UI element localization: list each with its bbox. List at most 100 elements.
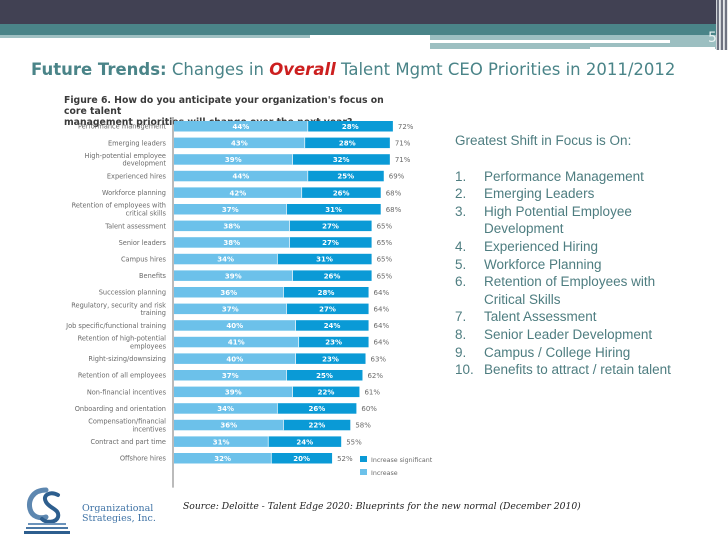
bar-total-label: 62% xyxy=(367,372,383,380)
bar-total-label: 64% xyxy=(374,339,390,347)
bar-total-label: 55% xyxy=(346,438,362,446)
bar-increase-significant xyxy=(307,121,393,132)
bar-label-increase-significant: 28% xyxy=(318,289,335,297)
greatest-shift-item: 4. Experienced Hiring xyxy=(455,238,699,256)
category-label: Experienced hires xyxy=(107,172,167,180)
bar-increase-significant xyxy=(289,220,372,232)
bar-increase xyxy=(174,270,293,281)
greatest-shift-item: 8. Senior Leader Development xyxy=(455,326,699,344)
greatest-shift-list: 1. Performance Management 2. Emerging Leade… xyxy=(455,168,699,379)
bar-label-increase-significant: 28% xyxy=(342,123,359,131)
category-label: Performance management xyxy=(78,123,166,131)
item-number: 5. xyxy=(455,256,467,272)
company-name-line1: Organizational xyxy=(82,503,154,514)
category-label: Right-sizing/downsizing xyxy=(88,355,166,363)
item-number: 9. xyxy=(455,344,467,360)
bar-label-increase: 41% xyxy=(228,339,245,347)
bar-label-increase-significant: 32% xyxy=(333,156,350,164)
item-number: 10. xyxy=(455,362,474,378)
bar-label-increase-significant: 22% xyxy=(318,388,335,396)
bar-label-increase: 44% xyxy=(232,173,249,181)
item-text: Campus / College Hiring xyxy=(484,344,631,360)
greatest-shift-item: 3. High Potential Employee Development xyxy=(455,203,699,238)
bar-label-increase: 42% xyxy=(229,189,246,197)
bar-total-label: 64% xyxy=(374,305,390,313)
category-label: Talent assessment xyxy=(104,222,166,230)
bar-increase-significant xyxy=(292,386,360,398)
bar-total-label: 60% xyxy=(361,405,377,413)
title-prefix: Future Trends: xyxy=(31,60,167,79)
bar-increase xyxy=(174,220,290,232)
legend-swatch-increase xyxy=(360,469,367,475)
title-part2: Talent Mgmt CEO Priorities in 2011/2012 xyxy=(335,60,676,79)
bar-total-label: 71% xyxy=(395,139,411,147)
bar-label-increase: 44% xyxy=(232,123,249,131)
bar-label-increase: 38% xyxy=(223,222,240,230)
greatest-shift-item: 10. Benefits to attract / retain talent xyxy=(455,361,699,379)
bar-increase-significant xyxy=(292,154,390,165)
bar-total-label: 65% xyxy=(377,222,393,230)
bar-label-increase-significant: 24% xyxy=(296,438,313,446)
slide-header-bar xyxy=(0,0,728,24)
bar-label-increase: 43% xyxy=(231,139,248,147)
bar-increase xyxy=(174,154,293,165)
bar-increase-significant xyxy=(307,170,384,182)
bar-total-label: 68% xyxy=(386,206,402,214)
item-number: 1. xyxy=(455,168,467,184)
bar-label-increase: 32% xyxy=(214,455,231,463)
bar-increase xyxy=(174,386,293,398)
bar-increase-significant xyxy=(298,336,369,348)
company-name-line2: Strategies, Inc. xyxy=(82,512,156,524)
item-text: Experienced Hiring xyxy=(484,238,599,254)
category-label: Senior leaders xyxy=(119,239,167,247)
bar-label-increase: 37% xyxy=(222,372,239,380)
category-label: Retention of high-potential employees xyxy=(78,334,167,350)
item-number: 4. xyxy=(455,238,467,254)
bar-increase xyxy=(174,287,284,298)
bar-label-increase-significant: 28% xyxy=(339,139,356,147)
bar-label-increase-significant: 26% xyxy=(324,272,341,280)
bar-label-increase-significant: 23% xyxy=(325,339,342,347)
bar-increase-significant xyxy=(277,253,372,265)
greatest-shift-item: 7. Talent Assessment xyxy=(455,308,699,326)
bar-label-increase: 39% xyxy=(225,156,242,164)
bar-total-label: 52% xyxy=(337,455,353,463)
bar-increase-significant xyxy=(295,353,366,364)
bar-total-label: 65% xyxy=(377,256,393,264)
item-text: Benefits to attract / retain talent xyxy=(484,362,671,378)
slide-number: 5 xyxy=(708,30,717,46)
bar-increase-significant xyxy=(301,187,381,198)
greatest-shift-item: 5. Workforce Planning xyxy=(455,256,699,274)
bar-label-increase-significant: 27% xyxy=(319,305,336,313)
bar-label-increase-significant: 27% xyxy=(322,239,339,247)
category-label: Regulatory, security and risk training xyxy=(71,301,166,317)
bar-increase xyxy=(174,237,290,248)
item-text: Workforce Planning xyxy=(484,256,602,272)
item-text: Retention of Employees with Critical Ski… xyxy=(484,274,656,307)
bar-increase xyxy=(174,403,278,414)
company-logo-icon xyxy=(24,487,70,534)
bar-increase xyxy=(174,170,308,182)
category-label: Job specific/functional training xyxy=(65,322,166,330)
item-number: 7. xyxy=(455,309,467,325)
bar-increase-significant xyxy=(289,237,372,248)
bar-increase xyxy=(174,187,302,198)
source-citation: Source: Deloitte - Talent Edge 2020: Blu… xyxy=(183,501,581,512)
category-label: Contract and part time xyxy=(91,438,166,446)
item-number: 6. xyxy=(455,274,467,290)
greatest-shift-item: 9. Campus / College Hiring xyxy=(455,344,699,362)
bar-total-label: 58% xyxy=(355,422,371,430)
bar-total-label: 69% xyxy=(389,173,405,181)
bar-total-label: 64% xyxy=(374,322,390,330)
bar-total-label: 64% xyxy=(374,289,390,297)
bar-increase-significant xyxy=(271,453,333,464)
bar-label-increase-significant: 22% xyxy=(308,422,325,430)
bar-increase xyxy=(174,303,287,315)
bar-increase xyxy=(174,137,305,149)
bar-label-increase-significant: 25% xyxy=(316,372,333,380)
bar-increase xyxy=(174,320,296,331)
legend-label-increase: Increase xyxy=(371,470,398,477)
greatest-shift-item: 1. Performance Management xyxy=(455,168,699,186)
item-number: 3. xyxy=(455,203,467,219)
